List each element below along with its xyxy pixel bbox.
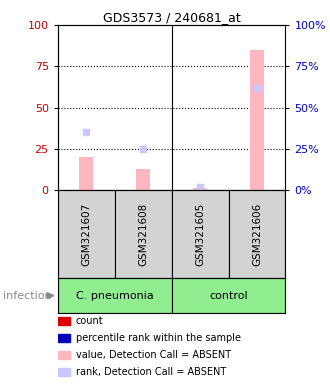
Text: GSM321605: GSM321605: [195, 203, 205, 266]
Bar: [79, 157, 93, 190]
Bar: [115, 190, 172, 278]
Text: value, Detection Call = ABSENT: value, Detection Call = ABSENT: [76, 350, 231, 360]
Bar: [172, 278, 285, 313]
Text: C. pneumonia: C. pneumonia: [76, 291, 153, 301]
Text: infection: infection: [3, 291, 52, 301]
Bar: [58, 317, 70, 325]
Bar: [193, 189, 207, 190]
Text: control: control: [209, 291, 248, 301]
Text: GSM321606: GSM321606: [252, 203, 262, 266]
Bar: [136, 169, 150, 190]
Title: GDS3573 / 240681_at: GDS3573 / 240681_at: [103, 11, 241, 24]
Text: GSM321607: GSM321607: [81, 203, 91, 266]
Bar: [58, 278, 172, 313]
Bar: [58, 190, 115, 278]
Text: percentile rank within the sample: percentile rank within the sample: [76, 333, 241, 343]
Text: GSM321608: GSM321608: [138, 203, 148, 266]
Text: rank, Detection Call = ABSENT: rank, Detection Call = ABSENT: [76, 367, 226, 377]
Bar: [228, 190, 285, 278]
Bar: [58, 334, 70, 342]
Bar: [58, 351, 70, 359]
Bar: [58, 368, 70, 376]
Bar: [250, 50, 264, 190]
Text: count: count: [76, 316, 104, 326]
Bar: [172, 190, 228, 278]
